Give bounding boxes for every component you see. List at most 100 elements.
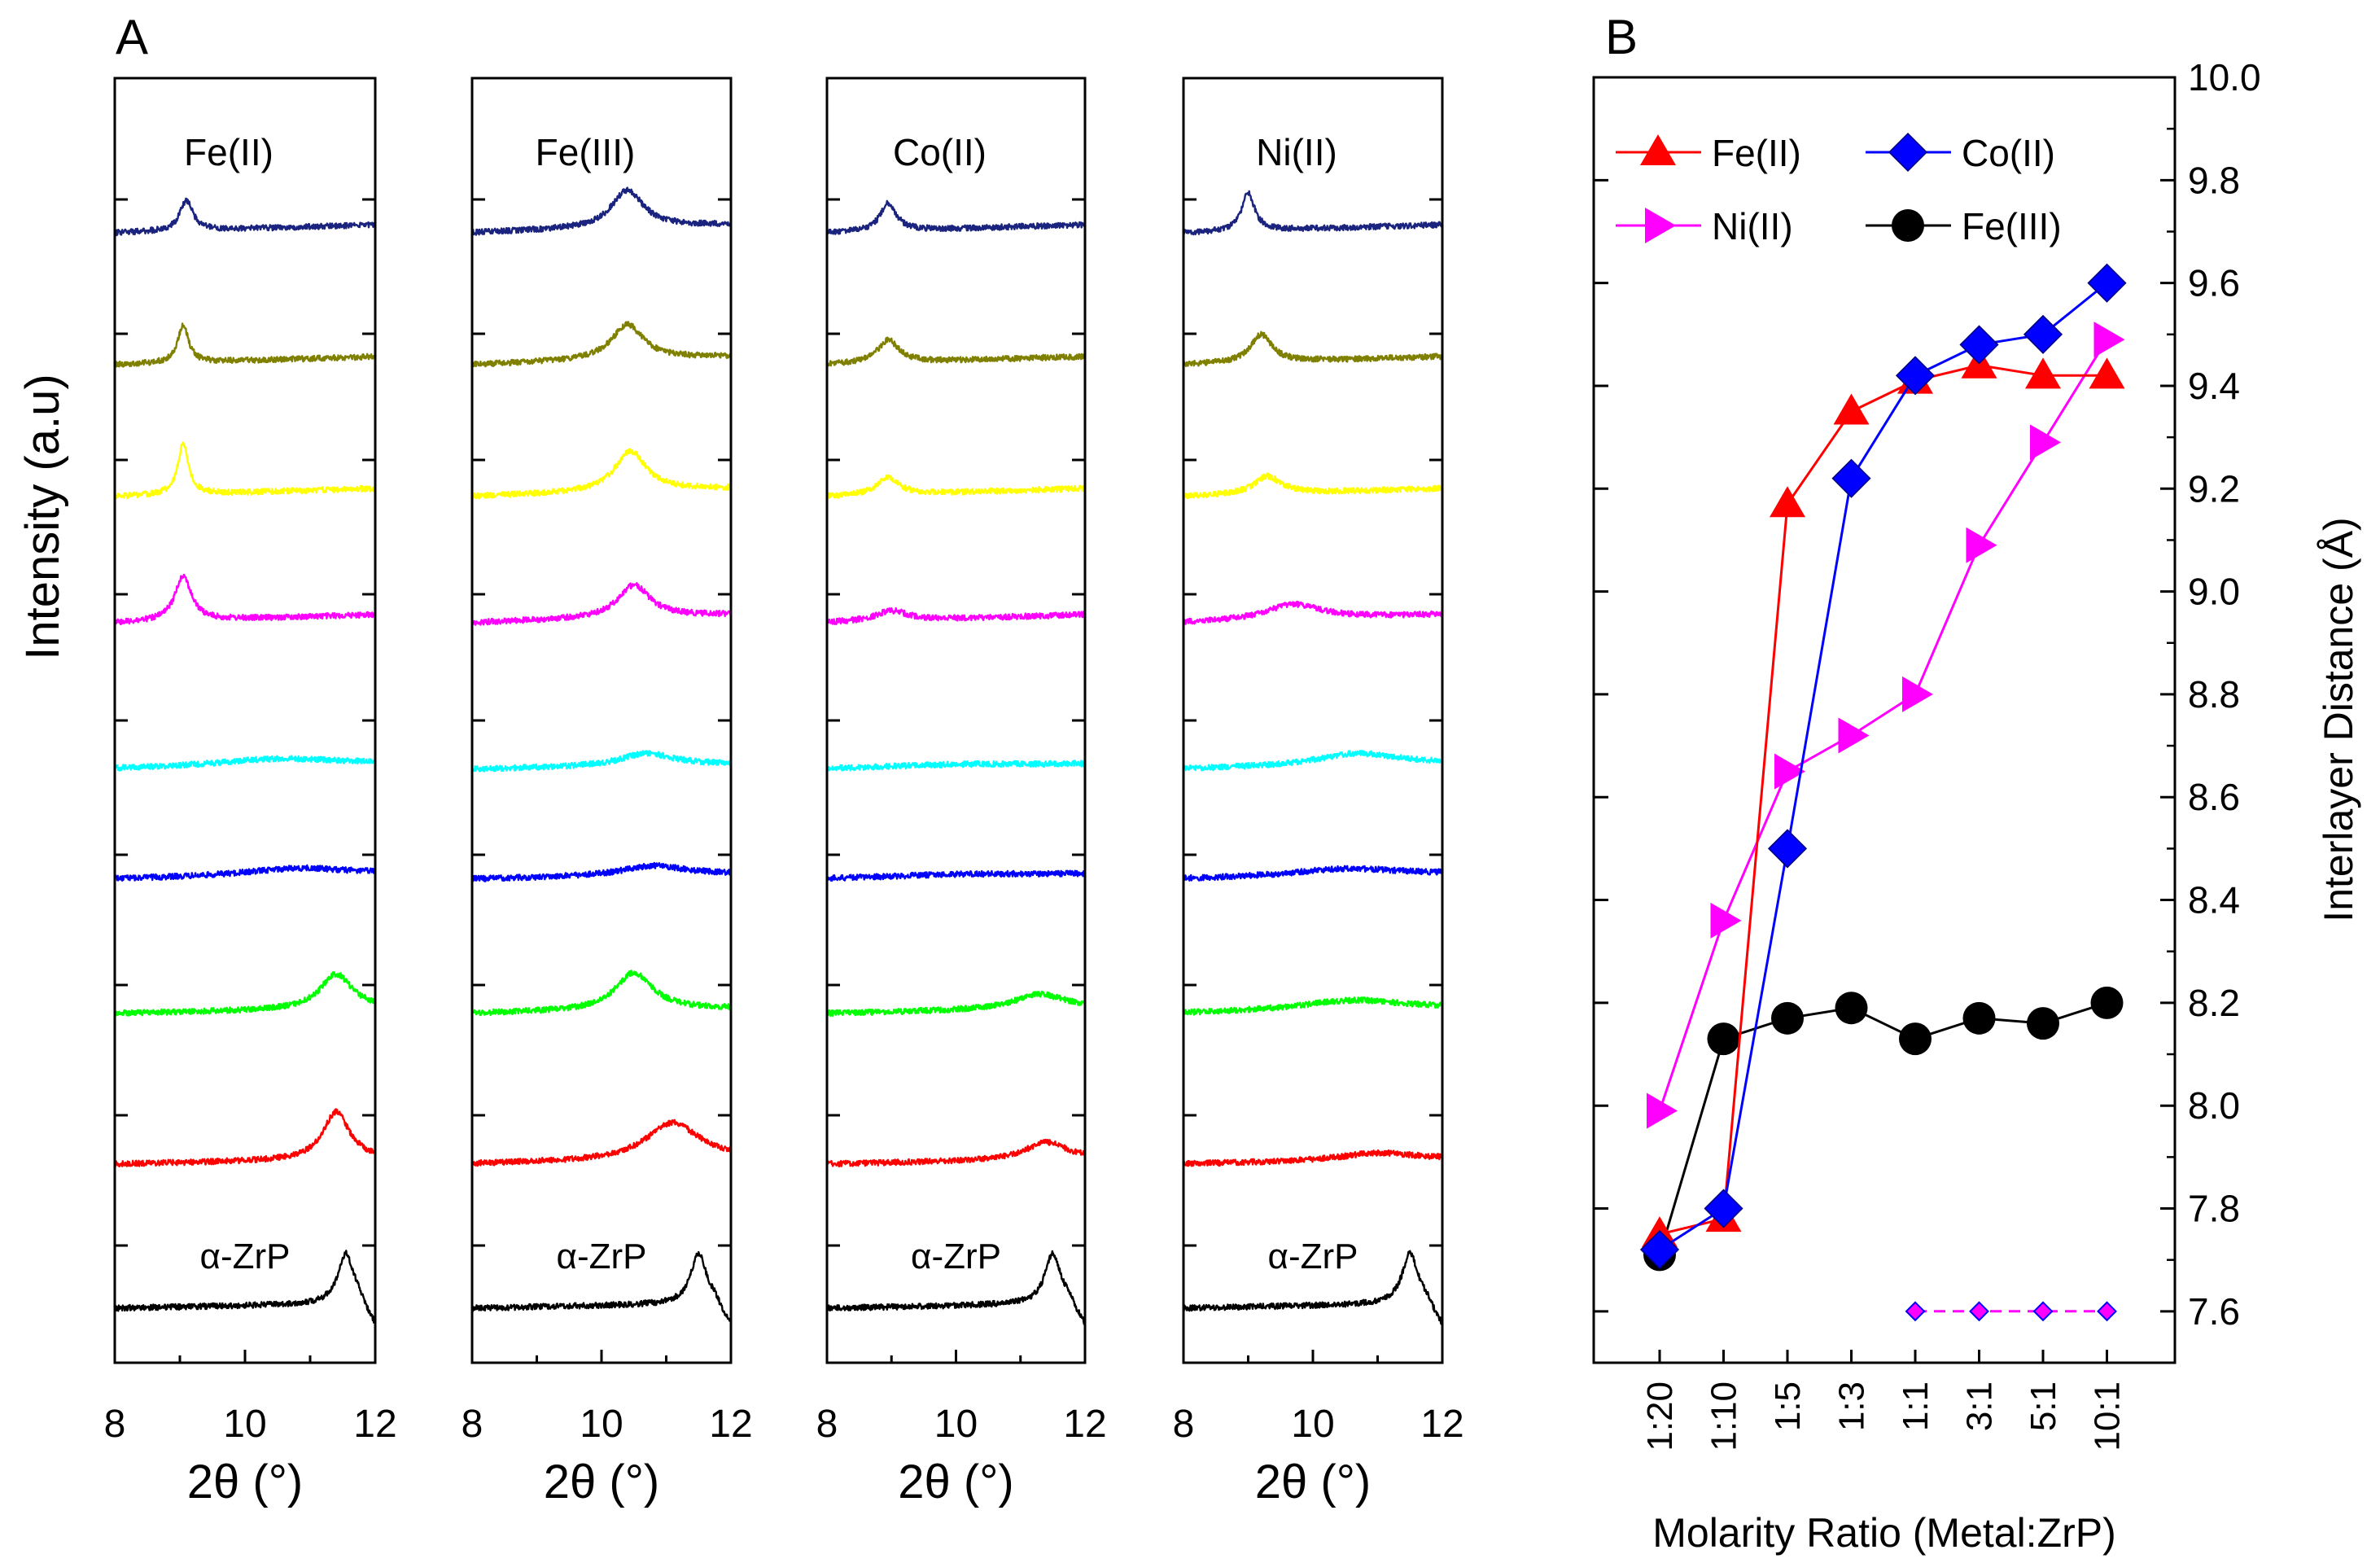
x-tick-label: 10 xyxy=(580,1403,623,1446)
marker-diamond-small xyxy=(2032,1301,2054,1322)
y-tick-label: 9.6 xyxy=(2188,262,2240,304)
marker-diamond xyxy=(1888,132,1928,173)
xrd-trace xyxy=(470,582,733,626)
x-axis-label: 2θ (°) xyxy=(544,1456,659,1508)
xrd-trace xyxy=(1182,190,1444,236)
legend-item: Fe(II) xyxy=(1616,132,1801,174)
x-tick-label: 10 xyxy=(223,1403,266,1446)
marker-triangle-up xyxy=(1640,134,1676,165)
xrd-trace xyxy=(113,1108,377,1167)
xrd-trace xyxy=(470,448,733,500)
series-line xyxy=(1659,282,2108,1251)
y-tick-label: 8.2 xyxy=(2188,982,2240,1024)
panel-title: Fe(II) xyxy=(184,131,273,173)
xrd-trace xyxy=(114,322,377,368)
marker-triangle-right xyxy=(1647,1092,1678,1129)
xrd-trace xyxy=(825,1138,1087,1167)
intensity-axis-label: Intensity (a.u) xyxy=(16,374,69,659)
legend-label: Fe(II) xyxy=(1712,132,1801,174)
series-baseline xyxy=(1905,1301,2117,1322)
x-tick-label: 8 xyxy=(1173,1403,1195,1446)
series-niii xyxy=(1647,322,2125,1129)
x-tick-label: 10 xyxy=(1291,1403,1334,1446)
marker-diamond xyxy=(1639,1229,1680,1270)
panel-title: Co(II) xyxy=(893,131,987,173)
marker-triangle-right xyxy=(1966,527,1997,563)
xrd-panel-frame xyxy=(1182,77,1444,1364)
xrd-trace xyxy=(113,971,376,1017)
marker-circle xyxy=(1771,1001,1804,1035)
legend-label: Co(II) xyxy=(1962,132,2055,174)
x-tick-label: 8 xyxy=(816,1403,838,1446)
y-tick-label: 8.0 xyxy=(2188,1084,2240,1127)
x-category-label: 1:10 xyxy=(1704,1381,1744,1451)
marker-circle xyxy=(1892,209,1924,242)
marker-triangle-right xyxy=(1645,208,1676,243)
xrd-panel-frame xyxy=(470,77,733,1364)
xrd-trace xyxy=(826,869,1087,882)
xrd-trace xyxy=(825,990,1087,1018)
marker-circle xyxy=(2027,1007,2059,1040)
x-axis-label: 2θ (°) xyxy=(187,1456,303,1508)
chart-b-ylabel: Interlayer Distance (Å) xyxy=(2316,517,2361,922)
legend-label: Ni(II) xyxy=(1712,205,1793,247)
xrd-panel-frame xyxy=(113,77,377,1364)
series-feii xyxy=(1642,347,2125,1248)
y-tick-label: 10.0 xyxy=(2188,56,2261,99)
legend-item: Ni(II) xyxy=(1616,205,1793,247)
y-tick-label: 8.4 xyxy=(2188,879,2240,922)
marker-circle xyxy=(1899,1022,1932,1056)
marker-triangle-up xyxy=(1833,393,1870,425)
xrd-panel: 8 10 12 Ni(II) α-ZrP 2θ (°) xyxy=(1173,77,1464,1508)
marker-diamond xyxy=(2087,263,2127,303)
y-tick-label: 8.8 xyxy=(2188,673,2240,716)
marker-diamond xyxy=(1704,1189,1743,1228)
xrd-trace xyxy=(1182,1250,1443,1325)
panel-title: Fe(III) xyxy=(536,131,636,173)
xrd-trace xyxy=(1182,865,1443,882)
x-tick-label: 12 xyxy=(1420,1403,1463,1446)
xrd-trace xyxy=(113,441,377,500)
xrd-trace xyxy=(471,1119,733,1167)
x-category-label: 1:3 xyxy=(1832,1381,1872,1431)
y-tick-label: 9.0 xyxy=(2188,571,2240,613)
xrd-trace xyxy=(113,864,377,882)
series-coii xyxy=(1639,263,2127,1270)
x-category-label: 5:1 xyxy=(2023,1381,2063,1431)
xrd-panel: 8 10 12 Fe(III) α-ZrP 2θ (°) xyxy=(462,77,753,1508)
marker-circle xyxy=(2090,986,2124,1019)
panel-b-label: B xyxy=(1605,10,1638,64)
x-category-label: 1:20 xyxy=(1640,1381,1680,1451)
x-category-label: 1:1 xyxy=(1896,1381,1936,1431)
y-tick-label: 7.8 xyxy=(2188,1188,2240,1230)
series-line xyxy=(1659,364,2107,1236)
y-tick-label: 9.8 xyxy=(2188,159,2240,201)
x-tick-label: 12 xyxy=(353,1403,396,1446)
marker-diamond xyxy=(2023,314,2063,354)
xrd-trace xyxy=(1182,996,1444,1016)
marker-triangle-right xyxy=(1710,902,1742,939)
reference-label: α-ZrP xyxy=(1268,1237,1358,1276)
xrd-trace xyxy=(826,474,1086,499)
xrd-trace xyxy=(471,1250,732,1323)
x-tick-label: 12 xyxy=(709,1403,752,1446)
series-line xyxy=(1658,339,2108,1111)
marker-triangle-right xyxy=(2093,322,2125,358)
xrd-panel-frame xyxy=(825,77,1087,1364)
x-tick-label: 12 xyxy=(1063,1403,1106,1446)
x-category-label: 1:5 xyxy=(1768,1381,1808,1431)
interlayer-distance-chart: Molarity Ratio (Metal:ZrP) Interlayer Di… xyxy=(1592,56,2361,1556)
xrd-trace xyxy=(470,750,732,773)
legend-item: Co(II) xyxy=(1866,132,2055,174)
xrd-trace xyxy=(470,321,733,368)
xrd-trace xyxy=(826,760,1087,772)
xrd-trace xyxy=(470,861,733,882)
marker-diamond-small xyxy=(1905,1301,1926,1322)
xrd-trace xyxy=(826,336,1087,367)
marker-triangle-up xyxy=(2025,357,2061,389)
panel-title: Ni(II) xyxy=(1256,131,1337,173)
marker-diamond xyxy=(1895,356,1936,396)
xrd-trace xyxy=(1182,1149,1444,1167)
x-category-label: 10:1 xyxy=(2088,1381,2128,1451)
